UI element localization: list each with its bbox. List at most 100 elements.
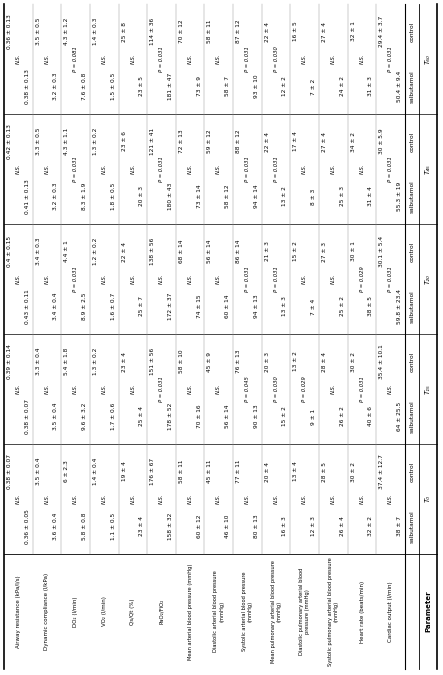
Text: 151 ± 56: 151 ± 56: [150, 348, 155, 375]
Text: N.S.: N.S.: [302, 274, 307, 284]
Text: 4.3 ± 1.2: 4.3 ± 1.2: [64, 18, 69, 45]
Text: 15 ± 2: 15 ± 2: [293, 242, 299, 261]
Text: N.S.: N.S.: [188, 54, 193, 64]
Text: 176 ± 67: 176 ± 67: [150, 458, 155, 485]
Text: N.S.: N.S.: [44, 164, 50, 174]
Text: N.S.: N.S.: [388, 384, 393, 394]
Text: N.S.: N.S.: [102, 164, 107, 174]
Text: 0.38 ± 0.07: 0.38 ± 0.07: [7, 454, 12, 489]
Text: 0.38 ± 0.07: 0.38 ± 0.07: [25, 399, 30, 434]
Text: N.S.: N.S.: [331, 384, 336, 394]
Text: 59 ± 12: 59 ± 12: [207, 130, 213, 153]
Text: 0.38 ± 0.13: 0.38 ± 0.13: [25, 69, 30, 104]
Text: 16 ± 5: 16 ± 5: [293, 22, 299, 41]
Text: DO₂ (l/min): DO₂ (l/min): [73, 596, 78, 627]
Text: 180 ± 43: 180 ± 43: [168, 183, 173, 210]
Text: 8.3 ± 1.9: 8.3 ± 1.9: [82, 183, 87, 210]
Text: 6 ± 2.3: 6 ± 2.3: [64, 460, 69, 483]
Text: 3.6 ± 0.4: 3.6 ± 0.4: [53, 513, 58, 540]
Text: 58 ± 10: 58 ± 10: [179, 350, 184, 373]
Text: 50.4 ± 9.4: 50.4 ± 9.4: [397, 71, 402, 102]
Text: 30 ± 2: 30 ± 2: [351, 352, 356, 371]
Text: N.S.: N.S.: [159, 274, 164, 284]
Text: 1.4 ± 0.3: 1.4 ± 0.3: [93, 18, 98, 45]
Text: 1.4 ± 0.4: 1.4 ± 0.4: [93, 458, 98, 485]
Text: N.S.: N.S.: [388, 493, 393, 504]
Text: 22 ± 4: 22 ± 4: [265, 22, 270, 41]
Text: 1.1 ± 0.5: 1.1 ± 0.5: [111, 513, 116, 540]
Text: 9.6 ± 3.2: 9.6 ± 3.2: [82, 403, 87, 430]
Text: T₆₀: T₆₀: [425, 54, 431, 64]
Text: Parameter: Parameter: [425, 591, 431, 632]
Text: 70 ± 16: 70 ± 16: [197, 405, 202, 428]
Text: 58 ± 11: 58 ± 11: [207, 20, 213, 43]
Text: P = 0.031: P = 0.031: [274, 266, 279, 292]
Text: 30.1 ± 5.4: 30.1 ± 5.4: [379, 236, 384, 267]
Text: 74 ± 15: 74 ± 15: [197, 295, 202, 319]
Text: 24 ± 2: 24 ± 2: [340, 76, 345, 97]
Text: N.S.: N.S.: [245, 493, 250, 504]
Text: 3.4 ± 0.3: 3.4 ± 0.3: [35, 238, 41, 265]
Text: 86 ± 14: 86 ± 14: [236, 240, 241, 263]
Text: 30 ± 5.9: 30 ± 5.9: [379, 129, 384, 155]
Text: P = 0.029: P = 0.029: [360, 266, 365, 292]
Text: 35.4 ± 10.1: 35.4 ± 10.1: [379, 344, 384, 379]
Text: 8.9 ± 2.5: 8.9 ± 2.5: [82, 293, 87, 320]
Text: 26 ± 4: 26 ± 4: [340, 516, 345, 537]
Text: N.S.: N.S.: [130, 493, 136, 504]
Text: 58 ± 12: 58 ± 12: [225, 185, 230, 209]
Text: N.S.: N.S.: [216, 54, 222, 64]
Text: N.S.: N.S.: [360, 164, 365, 174]
Text: P = 0.029: P = 0.029: [302, 376, 307, 402]
Text: 59.8 ± 23.4: 59.8 ± 23.4: [397, 289, 402, 324]
Text: Dynamic compliance (l/kPa): Dynamic compliance (l/kPa): [44, 573, 50, 650]
Text: 7 ± 4: 7 ± 4: [311, 298, 316, 315]
Text: P = 0.030: P = 0.030: [274, 376, 279, 402]
Text: VO₂ (l/min): VO₂ (l/min): [102, 597, 107, 626]
Text: P = 0.031: P = 0.031: [245, 46, 250, 72]
Text: N.S.: N.S.: [44, 274, 50, 284]
Text: 0.36 ± 0.13: 0.36 ± 0.13: [7, 14, 12, 49]
Text: 9 ± 1: 9 ± 1: [311, 408, 316, 425]
Text: salbutamol: salbutamol: [409, 400, 415, 433]
Text: N.S.: N.S.: [302, 164, 307, 174]
Text: N.S.: N.S.: [159, 493, 164, 504]
Text: 90 ± 13: 90 ± 13: [254, 405, 259, 429]
Text: 22 ± 4: 22 ± 4: [265, 132, 270, 151]
Text: 8 ± 3: 8 ± 3: [311, 188, 316, 205]
Text: 0.43 ± 0.11: 0.43 ± 0.11: [25, 289, 30, 324]
Text: 0.39 ± 0.14: 0.39 ± 0.14: [7, 344, 12, 379]
Text: 19 ± 4: 19 ± 4: [121, 462, 127, 481]
Text: 55.3 ± 19: 55.3 ± 19: [397, 182, 402, 211]
Text: Qs/Qt (%): Qs/Qt (%): [130, 598, 136, 625]
Text: N.S.: N.S.: [216, 384, 222, 394]
Text: control: control: [409, 352, 415, 372]
Text: T₁₅: T₁₅: [425, 384, 431, 394]
Text: 94 ± 14: 94 ± 14: [254, 185, 259, 209]
Text: N.S.: N.S.: [360, 54, 365, 64]
Text: Systolic pulmonary arterial blood pressure
(mmHg): Systolic pulmonary arterial blood pressu…: [328, 557, 339, 666]
Text: N.S.: N.S.: [302, 493, 307, 504]
Text: 3.5 ± 0.4: 3.5 ± 0.4: [53, 403, 58, 430]
Text: 5.8 ± 0.8: 5.8 ± 0.8: [82, 513, 87, 540]
Text: 60 ± 14: 60 ± 14: [225, 295, 230, 318]
Text: P = 0.031: P = 0.031: [73, 266, 78, 292]
Text: Mean arterial blood pressure (mmHg): Mean arterial blood pressure (mmHg): [188, 564, 193, 659]
Text: 45 ± 9: 45 ± 9: [207, 352, 213, 371]
Text: 1.7 ± 0.6: 1.7 ± 0.6: [111, 403, 116, 430]
Text: 21 ± 3: 21 ± 3: [265, 242, 270, 261]
Text: 23 ± 4: 23 ± 4: [121, 352, 127, 371]
Text: N.S.: N.S.: [130, 54, 136, 64]
Text: 94 ± 13: 94 ± 13: [254, 295, 259, 319]
Text: 25 ± 8: 25 ± 8: [121, 22, 127, 41]
Text: control: control: [409, 462, 415, 482]
Text: 45 ± 11: 45 ± 11: [207, 460, 213, 483]
Text: 68 ± 14: 68 ± 14: [179, 240, 184, 263]
Text: P = 0.031: P = 0.031: [159, 376, 164, 402]
Text: 16 ± 3: 16 ± 3: [283, 516, 288, 537]
Text: 3.5 ± 0.4: 3.5 ± 0.4: [35, 458, 41, 485]
Text: Mean pulmonary arterial blood pressure
(mmHg): Mean pulmonary arterial blood pressure (…: [271, 560, 281, 663]
Text: 0.41 ± 0.13: 0.41 ± 0.13: [25, 179, 30, 214]
Text: N.S.: N.S.: [16, 54, 21, 64]
Text: 3.3 ± 0.5: 3.3 ± 0.5: [35, 128, 41, 155]
